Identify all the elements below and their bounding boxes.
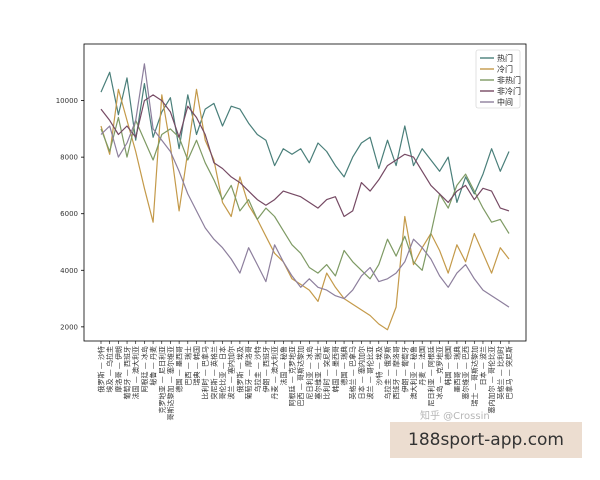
y-tick-label: 4000 bbox=[60, 267, 78, 275]
x-tick-label: 巴西 — 瑞士 bbox=[183, 346, 192, 385]
x-tick-label: 塞尔维亚 — 瑞士 bbox=[314, 346, 323, 399]
x-tick-label: 秘鲁 — 丹麦 bbox=[149, 346, 158, 385]
legend-label: 热门 bbox=[497, 53, 513, 63]
y-axis: 2000 4000 6000 8000 10000 bbox=[56, 97, 84, 331]
x-tick-label: 比利时 — 巴拿马 bbox=[201, 346, 210, 399]
x-tick-label: 哥伦比亚 — 日本 bbox=[218, 346, 227, 399]
x-tick-label: 塞内加尔 — 哥伦比亚 bbox=[487, 346, 496, 413]
x-tick-label: 丹麦 — 澳大利亚 bbox=[270, 346, 279, 399]
watermark-credit: 知乎 @Crossin bbox=[420, 411, 490, 422]
x-tick-label: 尼日利亚 — 冰岛 bbox=[305, 346, 314, 399]
x-tick-label: 德国 — 墨西哥 bbox=[175, 346, 184, 392]
x-tick-label: 日本 — 波兰 bbox=[478, 346, 487, 385]
series-line-3 bbox=[100, 116, 510, 280]
series-layer bbox=[100, 63, 510, 331]
legend-box bbox=[475, 49, 521, 109]
legend-label: 非热门 bbox=[497, 75, 521, 85]
x-tick-label: 波兰 — 塞内加尔 bbox=[227, 346, 236, 399]
y-tick-label: 8000 bbox=[60, 154, 78, 162]
x-tick-label: 巴西 — 哥斯达黎加 bbox=[296, 346, 305, 406]
x-tick-label: 乌拉圭 — 沙特 bbox=[253, 346, 262, 392]
x-tick-label: 葡萄牙 — 摩洛哥 bbox=[244, 346, 253, 399]
series-line-1 bbox=[100, 71, 510, 203]
x-tick-label: 瑞士 — 哥斯达黎加 bbox=[470, 346, 479, 406]
x-axis: 俄罗斯 — 沙特 埃及 — 乌拉圭 摩洛哥 — 伊朗 葡萄牙 — 西班牙 法国 — 澳大… bbox=[97, 341, 514, 420]
plot-frame bbox=[83, 43, 527, 342]
x-tick-label: 韩国 — 墨西哥 bbox=[331, 346, 340, 392]
legend-label: 非冷门 bbox=[497, 86, 521, 96]
x-tick-label: 阿根廷 — 克罗地亚 bbox=[287, 346, 296, 406]
y-tick-label: 6000 bbox=[60, 210, 78, 218]
x-tick-label: 阿根廷 — 冰岛 bbox=[140, 346, 149, 392]
x-tick-label: 冰岛 — 克罗地亚 bbox=[435, 346, 444, 399]
x-tick-label: 伊朗 — 葡萄牙 bbox=[400, 346, 409, 392]
x-tick-label: 伊朗 — 西班牙 bbox=[261, 346, 270, 392]
x-tick-label: 尼日利亚 — 阿根廷 bbox=[426, 346, 435, 406]
x-tick-label: 澳大利亚 — 秘鲁 bbox=[409, 346, 418, 399]
watermark-banner: 188sport-app.com bbox=[390, 422, 582, 458]
x-tick-label: 乌拉圭 — 俄罗斯 bbox=[383, 346, 392, 399]
x-tick-label: 英格兰 — 巴拿马 bbox=[348, 346, 357, 399]
y-tick-label: 2000 bbox=[60, 323, 78, 331]
x-tick-label: 巴拿马 — 突尼斯 bbox=[505, 346, 514, 399]
x-tick-label: 英格兰 — 比利时 bbox=[496, 346, 505, 399]
x-tick-label: 丹麦 — 法国 bbox=[418, 346, 427, 385]
x-tick-label: 法国 — 澳大利亚 bbox=[131, 346, 140, 399]
x-tick-label: 突尼斯 — 英格兰 bbox=[209, 346, 218, 399]
x-tick-label: 波兰 — 哥伦比亚 bbox=[366, 346, 375, 399]
legend-label: 中间 bbox=[497, 97, 513, 107]
x-tick-label: 哥斯达黎加 — 塞尔维亚 bbox=[166, 346, 175, 420]
x-tick-label: 韩国 — 德国 bbox=[444, 346, 453, 385]
series-line-4 bbox=[100, 94, 510, 218]
legend-label: 冷门 bbox=[497, 64, 513, 74]
series-line-5 bbox=[100, 63, 510, 308]
x-tick-label: 瑞典 — 韩国 bbox=[192, 346, 201, 385]
series-line-2 bbox=[100, 88, 510, 331]
x-tick-label: 俄罗斯 — 沙特 bbox=[97, 346, 106, 392]
x-tick-label: 法国 — 秘鲁 bbox=[279, 346, 288, 385]
x-tick-label: 西班牙 — 摩洛哥 bbox=[392, 346, 401, 399]
x-tick-label: 沙特 — 埃及 bbox=[374, 346, 383, 385]
x-tick-label: 葡萄牙 — 西班牙 bbox=[123, 346, 132, 399]
x-tick-label: 日本 — 塞内加尔 bbox=[357, 346, 366, 399]
x-tick-label: 比利时 — 突尼斯 bbox=[322, 346, 331, 399]
y-tick-label: 10000 bbox=[56, 97, 78, 105]
x-tick-label: 德国 — 瑞典 bbox=[340, 346, 349, 385]
x-tick-label: 塞尔维亚 — 巴西 bbox=[461, 346, 470, 399]
x-tick-label: 墨西哥 — 瑞典 bbox=[452, 346, 461, 392]
x-tick-label: 俄罗斯 — 埃及 bbox=[235, 346, 244, 392]
x-tick-label: 埃及 — 乌拉圭 bbox=[105, 346, 114, 392]
x-tick-label: 克罗地亚 — 尼日利亚 bbox=[157, 346, 166, 413]
x-tick-label: 摩洛哥 — 伊朗 bbox=[114, 346, 123, 392]
